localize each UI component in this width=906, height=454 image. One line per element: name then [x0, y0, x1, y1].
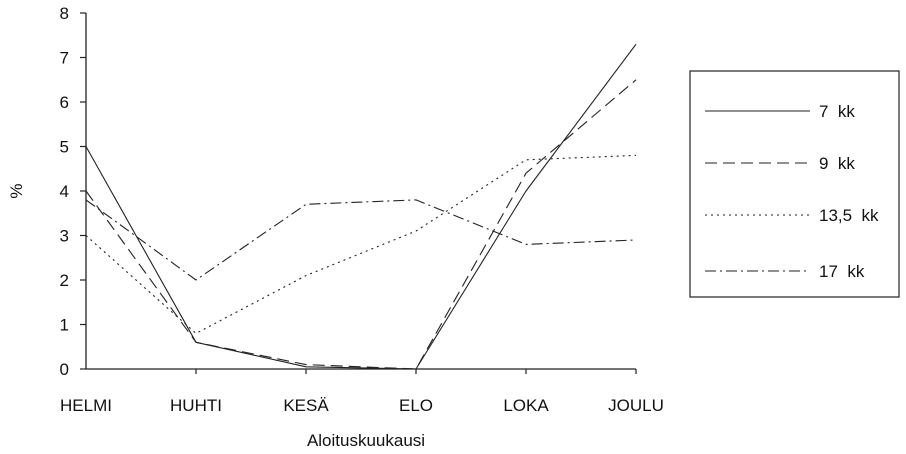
x-tick-label: HUHTI — [170, 396, 222, 415]
series-line-3 — [85, 154, 637, 334]
series-line-1 — [85, 43, 637, 370]
y-axis: 0 1 2 3 4 5 6 7 8 — [60, 4, 87, 379]
x-axis-title: Aloituskuukausi — [307, 431, 425, 450]
legend-label-4: 17 kk — [819, 262, 865, 281]
x-tick-label: KESÄ — [283, 396, 329, 415]
y-axis-title: % — [7, 183, 26, 198]
y-tick-label: 8 — [60, 4, 69, 23]
y-tick-label: 2 — [60, 271, 69, 290]
series-line-2 — [85, 79, 637, 370]
x-tick-label: ELO — [399, 396, 433, 415]
y-tick-label: 7 — [60, 49, 69, 68]
legend-label-3: 13,5 kk — [819, 206, 879, 225]
x-tick-label: HELMI — [60, 396, 112, 415]
legend: 7 kk 9 kk 13,5 kk 17 kk — [689, 70, 900, 298]
legend-box — [689, 70, 900, 298]
y-tick-label: 4 — [60, 182, 69, 201]
x-axis: HELMI HUHTI KESÄ ELO LOKA JOULU — [60, 368, 664, 415]
x-tick-label: LOKA — [503, 396, 549, 415]
legend-label-1: 7 kk — [819, 102, 855, 121]
y-tick-label: 3 — [60, 227, 69, 246]
y-tick-label: 1 — [60, 316, 69, 335]
legend-label-2: 9 kk — [819, 154, 855, 173]
y-tick-label: 0 — [60, 360, 69, 379]
x-tick-label: JOULU — [608, 396, 664, 415]
y-tick-label: 6 — [60, 93, 69, 112]
series-layer — [85, 43, 637, 370]
series-line-4 — [85, 199, 637, 281]
y-tick-label: 5 — [60, 138, 69, 157]
